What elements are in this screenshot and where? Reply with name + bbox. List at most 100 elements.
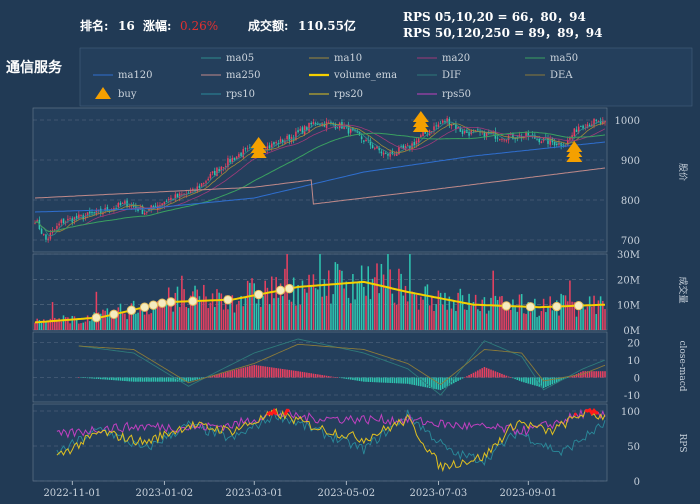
volume-bar bbox=[479, 311, 481, 330]
volume-bar bbox=[185, 306, 188, 330]
macd-histogram-bar bbox=[588, 371, 591, 378]
volume-bar bbox=[60, 321, 63, 330]
candle bbox=[374, 148, 376, 150]
volume-bar bbox=[310, 285, 313, 330]
macd-axis-label: close-macd bbox=[677, 340, 687, 391]
macd-histogram-bar bbox=[240, 368, 242, 378]
volume-bar bbox=[433, 311, 435, 330]
macd-histogram-bar bbox=[110, 377, 113, 381]
macd-histogram-bar bbox=[312, 373, 315, 378]
macd-histogram-bar bbox=[402, 377, 405, 384]
candle bbox=[450, 124, 453, 126]
candle bbox=[53, 229, 56, 231]
legend-label-ma10: ma10 bbox=[334, 53, 362, 64]
rps-tick-label: 100 bbox=[621, 407, 640, 418]
x-tick-label: 2023-05-02 bbox=[317, 488, 375, 499]
volume-bar bbox=[203, 284, 205, 330]
x-tick-label: 2023-07-03 bbox=[410, 488, 468, 499]
rank-label: 排名: bbox=[80, 18, 108, 33]
volume-bar bbox=[213, 307, 216, 330]
candle bbox=[485, 132, 488, 137]
volume-bar bbox=[192, 291, 194, 330]
volume-bar bbox=[523, 313, 525, 330]
volume-bar bbox=[211, 293, 214, 330]
volume-bar bbox=[51, 302, 54, 330]
volume-bar bbox=[207, 308, 209, 330]
macd-histogram-bar bbox=[137, 377, 139, 382]
macd-histogram-bar bbox=[380, 377, 383, 383]
volume-bar bbox=[571, 301, 573, 330]
macd-histogram-bar bbox=[126, 377, 128, 382]
volume-bar bbox=[343, 288, 345, 330]
volume-bar bbox=[170, 303, 172, 330]
volume-bar bbox=[573, 302, 576, 330]
candle bbox=[314, 123, 317, 125]
candle bbox=[170, 197, 172, 201]
candle bbox=[176, 193, 179, 197]
candle bbox=[275, 142, 277, 144]
volume-bar bbox=[461, 295, 464, 330]
candle bbox=[343, 126, 345, 130]
candle bbox=[525, 132, 527, 137]
turnover-value: 110.55亿 bbox=[298, 18, 356, 33]
candle bbox=[349, 128, 352, 133]
volume-bar bbox=[42, 319, 45, 330]
macd-histogram-bar bbox=[288, 369, 291, 378]
volume-bar bbox=[89, 321, 91, 330]
macd-histogram-bar bbox=[317, 374, 319, 378]
volume-bar bbox=[126, 319, 128, 330]
macd-histogram-bar bbox=[310, 373, 313, 378]
macd-histogram-bar bbox=[433, 377, 435, 389]
macd-histogram-bar bbox=[299, 371, 302, 378]
candle bbox=[582, 125, 584, 129]
volume-bar bbox=[345, 281, 348, 330]
volume-bar bbox=[172, 311, 174, 330]
macd-histogram-bar bbox=[507, 376, 510, 378]
candle bbox=[336, 127, 339, 129]
macd-histogram-bar bbox=[501, 373, 503, 378]
macd-histogram-bar bbox=[354, 377, 356, 381]
x-tick-label: 2023-09-01 bbox=[499, 488, 557, 499]
volume-bar bbox=[281, 296, 284, 330]
legend-label-ma50: ma50 bbox=[550, 53, 578, 64]
candle bbox=[358, 131, 361, 136]
price-tick-label: 1000 bbox=[615, 116, 640, 127]
volume-bar bbox=[450, 308, 453, 330]
candle bbox=[213, 170, 216, 175]
volume-bar bbox=[244, 296, 247, 330]
macd-histogram-bar bbox=[586, 371, 589, 378]
candle bbox=[520, 135, 523, 139]
macd-histogram-bar bbox=[338, 377, 341, 378]
candle bbox=[330, 122, 332, 123]
volume-bar bbox=[547, 306, 549, 330]
volume-bar bbox=[498, 296, 501, 330]
macd-histogram-bar bbox=[428, 377, 431, 388]
candle bbox=[492, 132, 494, 134]
macd-histogram-bar bbox=[395, 377, 398, 384]
candle bbox=[115, 208, 117, 210]
volume-bar bbox=[154, 302, 157, 330]
macd-histogram-bar bbox=[398, 377, 400, 384]
x-tick-label: 2023-03-01 bbox=[225, 488, 283, 499]
rps-axis-label: RPS bbox=[677, 434, 687, 453]
candle bbox=[238, 154, 240, 158]
candle bbox=[439, 123, 442, 125]
price-panel bbox=[32, 107, 608, 253]
candle bbox=[310, 122, 313, 125]
candle bbox=[71, 218, 74, 223]
candle bbox=[420, 135, 422, 138]
candle bbox=[384, 153, 387, 155]
volume-bar bbox=[139, 308, 142, 330]
candle bbox=[205, 181, 207, 183]
volume-bar bbox=[330, 303, 332, 330]
macd-histogram-bar bbox=[446, 377, 448, 387]
volume-bar bbox=[270, 276, 273, 330]
macd-histogram-bar bbox=[391, 377, 394, 384]
macd-histogram-bar bbox=[505, 375, 508, 378]
volume-bar bbox=[485, 313, 488, 330]
macd-histogram-bar bbox=[415, 377, 418, 386]
candle bbox=[249, 147, 251, 149]
volume-bar bbox=[369, 299, 372, 330]
candle bbox=[306, 127, 308, 130]
macd-histogram-bar bbox=[516, 377, 519, 380]
